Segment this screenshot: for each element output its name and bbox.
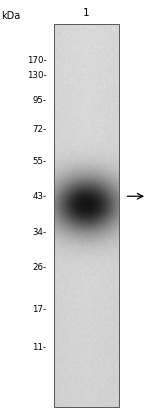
Text: 95-: 95-	[33, 96, 46, 105]
Text: 72-: 72-	[32, 125, 46, 134]
Text: 43-: 43-	[32, 192, 46, 201]
Text: 26-: 26-	[32, 263, 46, 271]
Text: 34-: 34-	[32, 228, 46, 237]
Text: 17-: 17-	[32, 304, 46, 314]
Text: kDa: kDa	[2, 11, 21, 21]
Text: 130-: 130-	[27, 71, 46, 80]
Text: 11-: 11-	[32, 343, 46, 352]
Text: 1: 1	[83, 8, 90, 18]
Text: 55-: 55-	[32, 157, 46, 166]
Bar	[54, 24, 119, 407]
Text: 170-: 170-	[27, 56, 46, 65]
